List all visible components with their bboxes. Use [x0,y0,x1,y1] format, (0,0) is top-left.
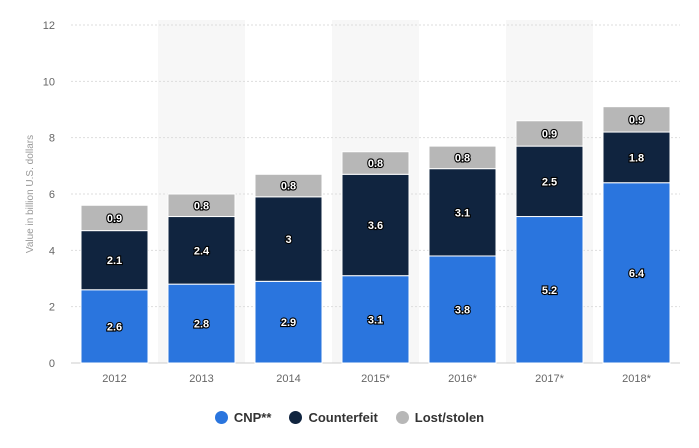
legend: CNP** Counterfeit Lost/stolen [0,405,699,429]
legend-item-lost-stolen[interactable]: Lost/stolen [395,409,485,425]
data-label: 0.8 [281,181,296,193]
data-label: 0.8 [455,152,470,164]
legend-marker-counterfeit [289,410,303,424]
bar-segment[interactable] [602,182,671,364]
bar-segment[interactable] [167,216,236,285]
y-axis-label: Value in billion U.S. dollars [25,135,36,253]
x-tick-label: 2018* [622,373,651,385]
y-tick-label: 0 [49,358,55,370]
bar-segment[interactable] [515,120,584,147]
data-label: 3.8 [455,304,470,316]
data-label: 3 [285,234,291,246]
data-label: 2.8 [194,319,209,331]
bar-segment[interactable] [515,145,584,218]
x-tick-label: 2013 [189,373,213,385]
data-label: 2.4 [194,245,210,257]
legend-item-cnp[interactable]: CNP** [214,409,272,425]
bar-segment[interactable] [80,204,149,232]
data-label: 1.8 [629,152,644,164]
data-label: 3.6 [368,220,383,232]
data-label: 0.9 [629,114,644,126]
legend-label-lost-stolen: Lost/stolen [414,409,485,425]
y-tick-label: 8 [49,133,55,145]
x-tick-label: 2015* [361,373,390,385]
legend-marker-lost-stolen [395,410,409,424]
legend-label-counterfeit: Counterfeit [308,409,378,425]
x-tick-label: 2012 [102,373,126,385]
bar-segment[interactable] [341,151,410,175]
bar-segment[interactable] [254,280,323,364]
bar-segment[interactable] [428,145,497,170]
data-label: 2.1 [107,255,122,267]
bar-segment[interactable] [341,173,410,277]
y-axis-ticks: 0 2 4 6 8 10 12 [43,20,55,370]
bar-segment[interactable] [254,196,323,282]
y-tick-label: 4 [49,245,55,257]
data-label: 2.5 [542,176,557,188]
y-tick-label: 12 [43,20,55,32]
bar-segment[interactable] [341,275,410,364]
data-label: 0.8 [194,200,209,212]
y-tick-label: 6 [49,189,55,201]
x-tick-label: 2017* [535,373,564,385]
y-tick-label: 2 [49,302,55,314]
bar-segment[interactable] [602,106,671,133]
x-tick-label: 2016* [448,373,477,385]
data-label: 5.2 [542,285,557,297]
bar-segment[interactable] [254,173,323,198]
data-label: 0.9 [542,128,557,140]
data-label: 3.1 [368,314,383,326]
data-label: 2.6 [107,321,122,333]
bar-segment[interactable] [80,289,149,364]
bar-segment[interactable] [428,255,497,364]
bar-segment[interactable] [602,131,671,184]
bar-segment[interactable] [167,193,236,218]
x-tick-label: 2014 [276,373,300,385]
data-label: 3.1 [455,207,470,219]
data-label: 6.4 [629,268,645,280]
legend-label-cnp: CNP** [233,409,272,425]
data-label: 0.9 [107,213,122,225]
y-tick-label: 10 [43,76,55,88]
x-axis-ticks: 2012 2013 2014 2015* 2016* 2017* 2018* [102,373,651,385]
legend-item-counterfeit[interactable]: Counterfeit [289,409,378,425]
bars: 2.6 2.1 0.9 2.8 2.4 0.8 2.9 3 0.8 3.1 3.6 0.8 3.8 3.1… [80,106,671,364]
legend-marker-cnp [214,410,228,424]
data-label: 2.9 [281,317,296,329]
bar-segment[interactable] [80,230,149,291]
data-label: 0.8 [368,158,383,170]
